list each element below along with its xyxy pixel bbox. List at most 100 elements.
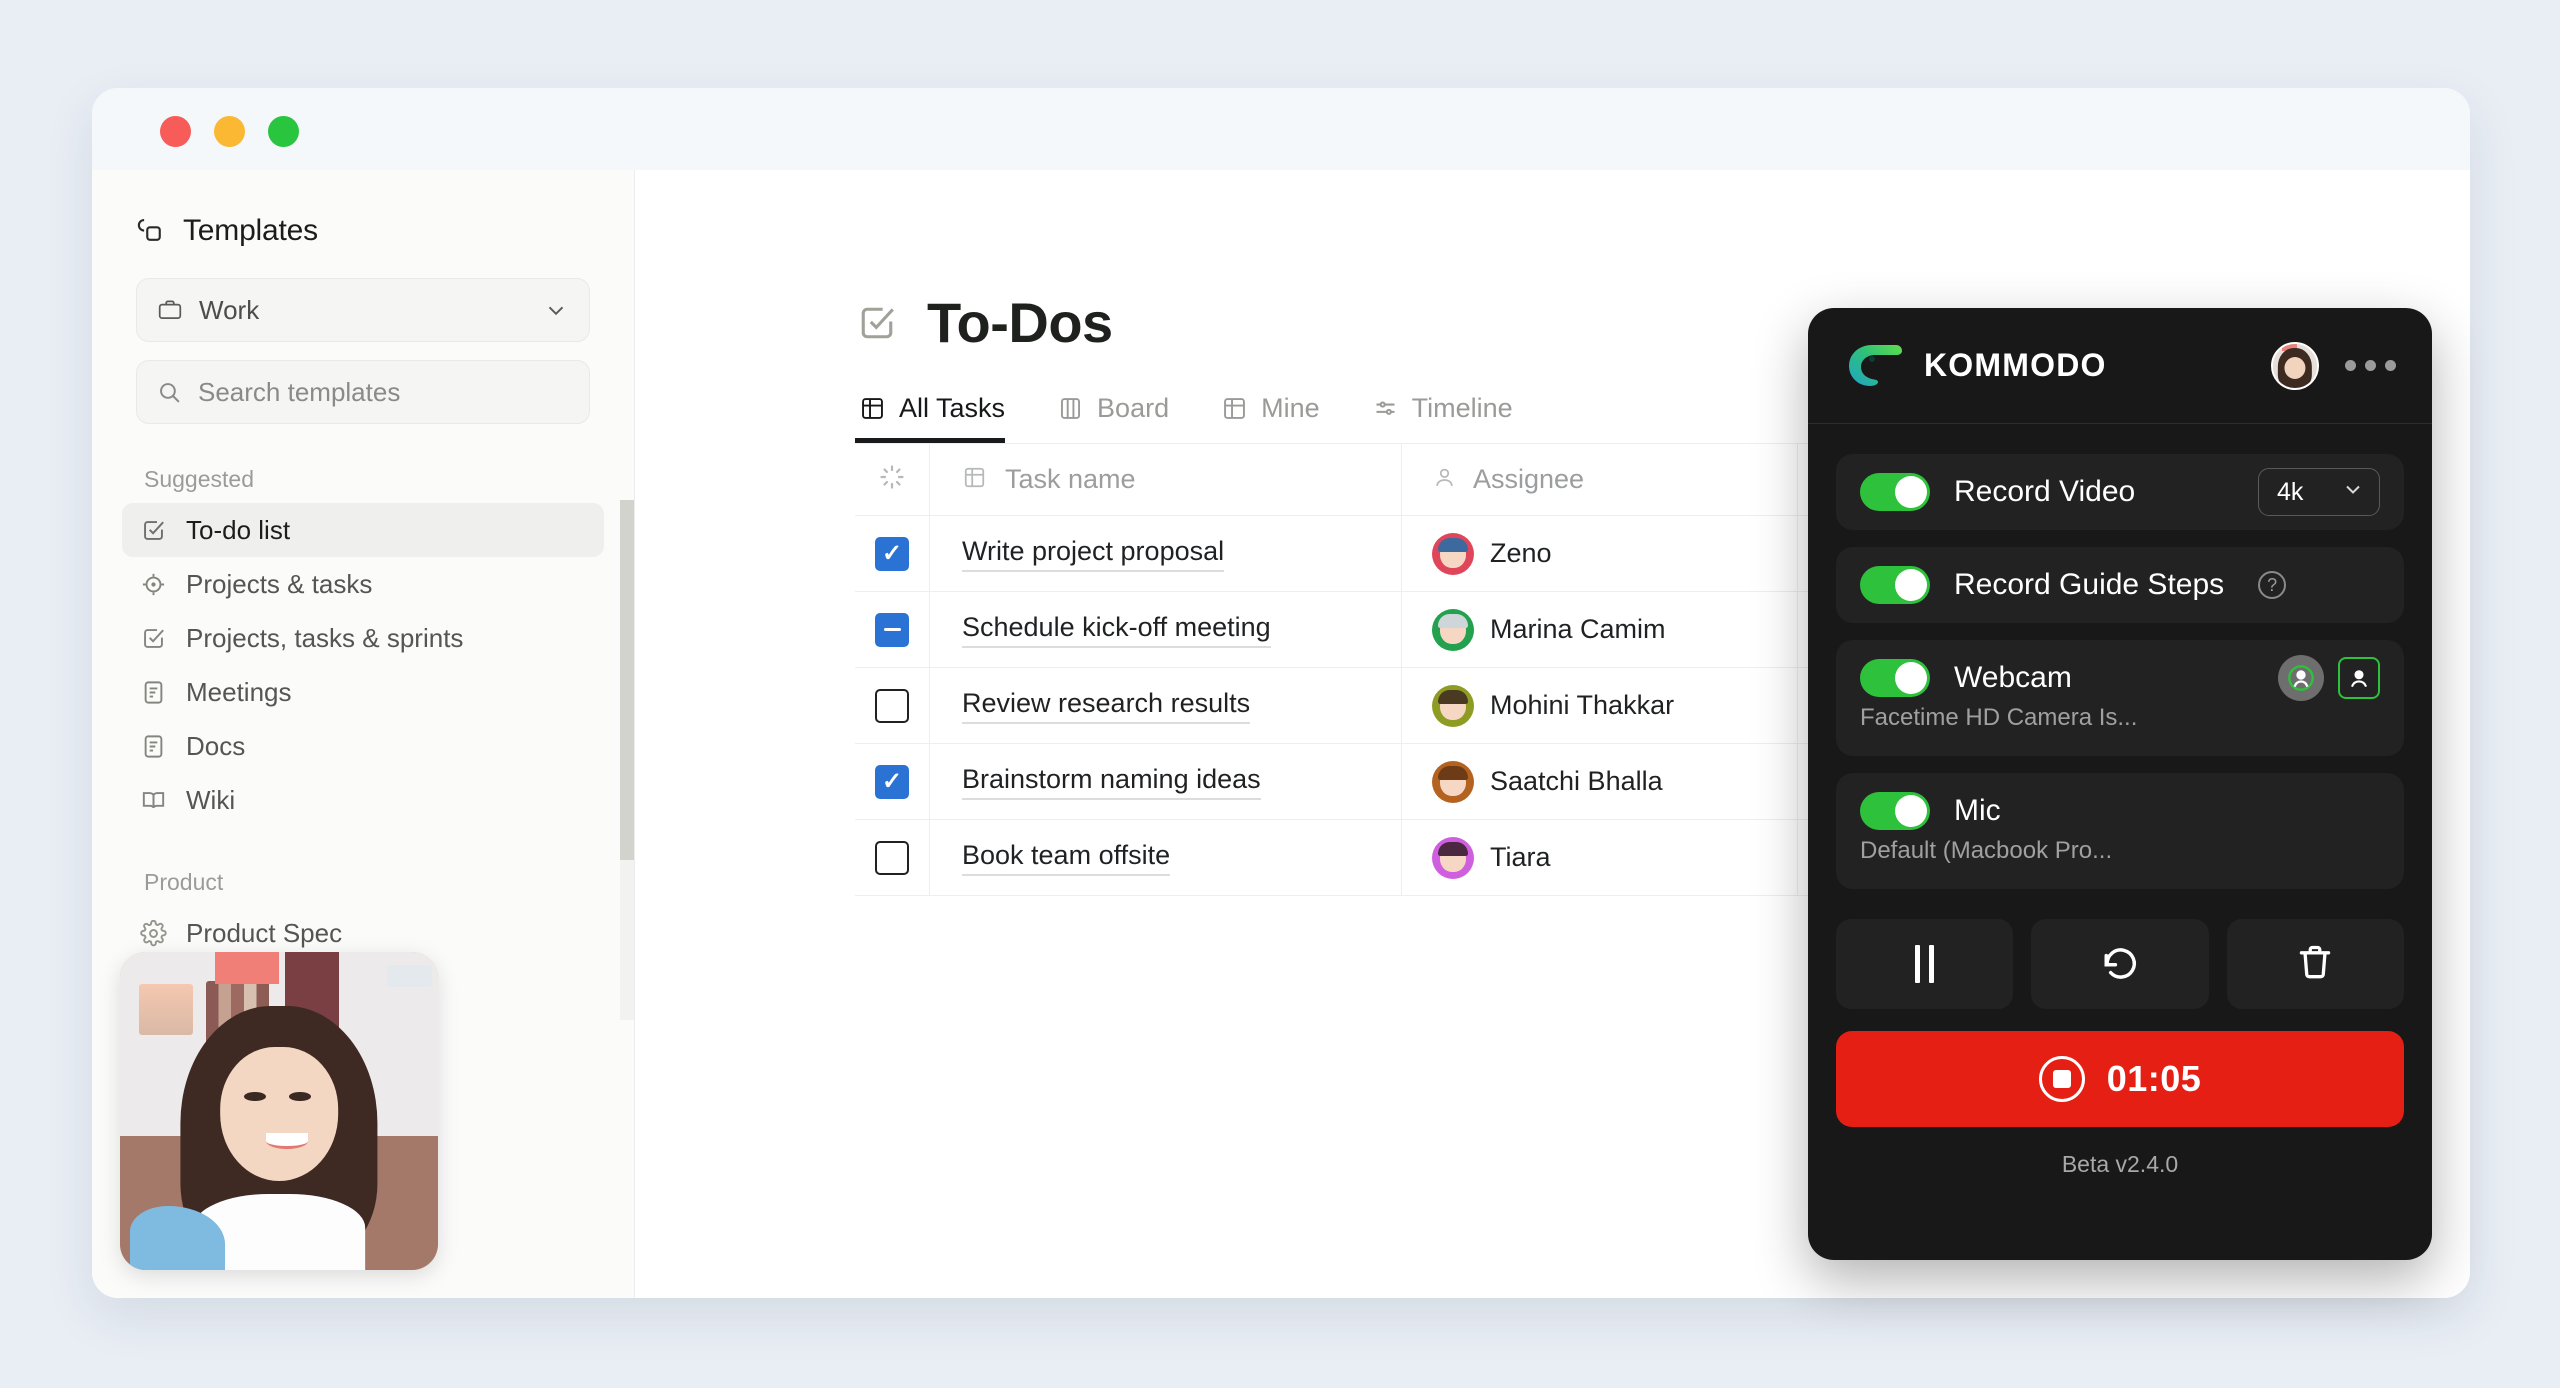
close-window-button[interactable] (160, 116, 191, 147)
row-task-name-cell[interactable]: Write project proposal (930, 516, 1402, 591)
page-title: To-Dos (927, 291, 1113, 354)
workspace-selector[interactable]: Work (136, 278, 590, 342)
webcam-toggle[interactable] (1860, 659, 1930, 697)
row-assignee-cell[interactable]: Tiara (1402, 820, 1798, 895)
row-task-name-cell[interactable]: Review research results (930, 668, 1402, 743)
row-task-name-cell[interactable]: Brainstorm naming ideas (930, 744, 1402, 819)
row-checkbox-cell[interactable]: ✓ (855, 516, 930, 591)
recording-timer: 01:05 (2106, 1058, 2202, 1099)
pause-icon (1915, 945, 1935, 983)
mic-toggle[interactable] (1860, 792, 1930, 830)
avatar (1432, 760, 1474, 803)
option-record-guide-steps: Record Guide Steps ? (1836, 547, 2404, 623)
recorder-body: Record Video 4k Record Guide Ste (1808, 424, 2432, 1178)
tab-timeline[interactable]: Timeline (1346, 393, 1539, 443)
option-webcam: Webcam (1836, 640, 2404, 756)
row-assignee-cell[interactable]: Saatchi Bhalla (1402, 744, 1798, 819)
row-assignee-cell[interactable]: Marina Camim (1402, 592, 1798, 667)
row-checkbox-cell[interactable] (855, 668, 930, 743)
task-checkbox[interactable]: ✓ (875, 536, 909, 571)
kommodo-recorder-panel: KOMMODO Record Video 4k (1808, 308, 2432, 1260)
sidebar-item-label: Docs (186, 730, 246, 761)
sidebar-item-label: Projects, tasks & sprints (186, 622, 464, 653)
stop-recording-button[interactable]: 01:05 (1836, 1031, 2404, 1127)
sidebar-item-wiki[interactable]: Wiki (122, 773, 604, 827)
task-name: Brainstorm naming ideas (962, 764, 1261, 800)
briefcase-icon (157, 297, 183, 323)
row-task-name-cell[interactable]: Book team offsite (930, 820, 1402, 895)
webcam-device-name: Facetime HD Camera Is... (1860, 704, 2138, 731)
row-checkbox-cell[interactable] (855, 592, 930, 667)
task-checkbox[interactable] (875, 612, 909, 647)
sidebar-item-label: Wiki (186, 784, 236, 815)
sidebar-item-product-spec[interactable]: Product Spec (122, 906, 604, 960)
grid-icon (859, 395, 886, 422)
chevron-down-icon (543, 297, 569, 323)
search-icon (157, 380, 182, 405)
pause-button[interactable] (1836, 919, 2014, 1009)
row-task-name-cell[interactable]: Schedule kick-off meeting (930, 592, 1402, 667)
restart-button[interactable] (2031, 919, 2209, 1009)
webcam-shape-circle-icon[interactable] (2278, 655, 2324, 701)
checkbox-icon (855, 301, 899, 345)
task-checkbox[interactable] (875, 840, 909, 875)
assignee-name: Zeno (1490, 538, 1552, 568)
more-horizontal-icon[interactable] (2345, 360, 2396, 371)
grid-icon (1221, 395, 1248, 422)
task-checkbox[interactable] (875, 688, 909, 723)
maximize-window-button[interactable] (268, 116, 299, 147)
sidebar-header: Templates (92, 170, 634, 248)
recorder-controls (1836, 919, 2404, 1009)
tab-mine[interactable]: Mine (1195, 393, 1346, 443)
tab-all-tasks[interactable]: All Tasks (855, 393, 1031, 443)
loading-spinner-icon (878, 463, 906, 496)
row-assignee-cell[interactable]: Mohini Thakkar (1402, 668, 1798, 743)
user-avatar[interactable] (2271, 341, 2319, 390)
avatar (1432, 836, 1474, 879)
webcam-shape-square-icon[interactable] (2338, 657, 2380, 699)
sidebar-item-docs[interactable]: Docs (122, 719, 604, 773)
sidebar-item-to-do-list[interactable]: To-do list (122, 503, 604, 557)
minimize-window-button[interactable] (214, 116, 245, 147)
tab-board[interactable]: Board (1031, 393, 1195, 443)
view-tabs: All Tasks Board (635, 393, 2470, 443)
delete-button[interactable] (2226, 919, 2404, 1009)
column-label: Task name (1005, 464, 1136, 494)
trash-icon (2293, 940, 2337, 989)
table-header-assignee[interactable]: Assignee (1402, 444, 1798, 515)
sidebar-scrollbar-thumb[interactable] (620, 500, 634, 860)
task-checkbox[interactable]: ✓ (875, 764, 909, 799)
sidebar-item-projects-tasks-sprints[interactable]: Projects, tasks & sprints (122, 611, 604, 665)
sidebar-section-product-label: Product (144, 869, 224, 895)
webcam-preview-bubble[interactable] (120, 952, 438, 1270)
search-input[interactable]: Search templates (198, 376, 401, 407)
assignee-name: Marina Camim (1490, 614, 1666, 644)
assignee-name: Saatchi Bhalla (1490, 766, 1663, 796)
task-name: Book team offsite (962, 840, 1171, 876)
chevron-down-icon (2341, 477, 2365, 508)
record-video-toggle[interactable] (1860, 473, 1930, 511)
video-quality-select[interactable]: 4k (2258, 468, 2380, 516)
webcam-shape-options (2278, 655, 2380, 701)
sidebar-item-label: Product Spec (186, 917, 343, 948)
row-assignee-cell[interactable]: Zeno (1402, 516, 1798, 591)
sidebar-item-projects-tasks[interactable]: Projects & tasks (122, 557, 604, 611)
search-templates-field[interactable]: Search templates (136, 360, 590, 424)
row-checkbox-cell[interactable] (855, 820, 930, 895)
option-label: Mic (1954, 794, 2001, 827)
help-icon[interactable]: ? (2258, 571, 2287, 599)
timeline-icon (1372, 395, 1399, 422)
sidebar-item-label: To-do list (186, 514, 291, 545)
sidebar-item-meetings[interactable]: Meetings (122, 665, 604, 719)
row-checkbox-cell[interactable]: ✓ (855, 744, 930, 819)
sidebar-title: Templates (183, 214, 318, 247)
sidebar-item-label: Meetings (186, 676, 292, 707)
table-header-task-name[interactable]: Task name (930, 444, 1402, 515)
tab-label: Board (1097, 393, 1170, 423)
option-mic: Mic Default (Macbook Pro... (1836, 773, 2404, 889)
quality-value: 4k (2277, 477, 2304, 506)
person-icon (1432, 465, 1457, 495)
checkbox-icon (140, 625, 167, 652)
record-guide-steps-toggle[interactable] (1860, 566, 1930, 604)
table-row[interactable]: Review research results Mohini Thakkar M… (855, 668, 2175, 744)
